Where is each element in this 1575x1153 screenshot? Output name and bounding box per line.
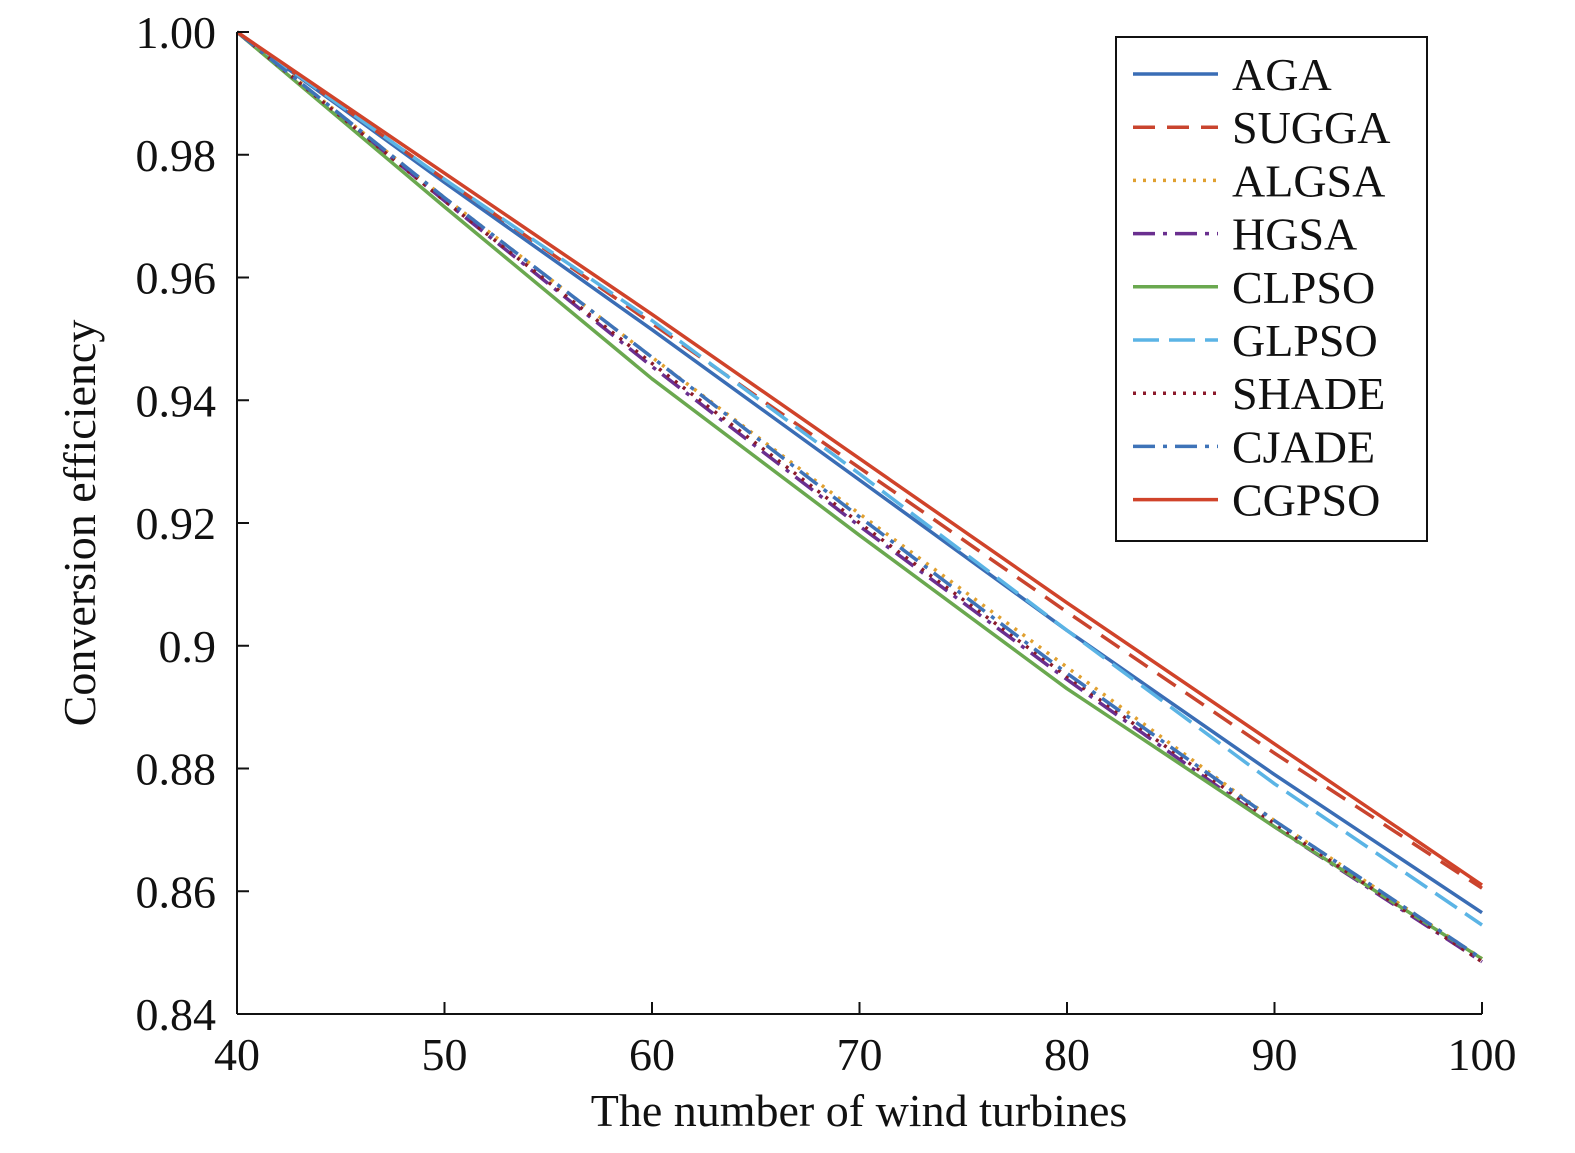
y-tick-label: 1.00 xyxy=(136,7,217,58)
x-tick-label: 40 xyxy=(214,1029,260,1080)
legend-label-algsa: ALGSA xyxy=(1232,155,1385,206)
x-tick-label: 60 xyxy=(629,1029,675,1080)
series-line-aga xyxy=(235,30,1483,915)
legend-label-aga: AGA xyxy=(1232,49,1332,100)
legend: AGASUGGAALGSAHGSACLPSOGLPSOSHADECJADECGP… xyxy=(1115,36,1428,542)
legend-label-clpso: CLPSO xyxy=(1232,262,1375,313)
legend-label-shade: SHADE xyxy=(1232,368,1385,419)
series-line-cgpso xyxy=(236,30,1483,887)
y-tick-label: 0.94 xyxy=(136,375,217,426)
legend-label-cgpso: CGPSO xyxy=(1232,475,1380,526)
x-tick-label: 100 xyxy=(1448,1029,1517,1080)
legend-label-hgsa: HGSA xyxy=(1232,209,1357,260)
x-tick-label: 90 xyxy=(1252,1029,1298,1080)
y-axis-title: Conversion efficiency xyxy=(54,320,105,727)
x-tick-label: 80 xyxy=(1044,1029,1090,1080)
legend-label-glpso: GLPSO xyxy=(1232,315,1378,366)
y-tick-label: 0.88 xyxy=(136,744,217,795)
x-tick-label: 70 xyxy=(837,1029,883,1080)
x-axis-title: The number of wind turbines xyxy=(591,1085,1128,1136)
y-tick-label: 0.84 xyxy=(136,989,217,1040)
series-line-cjade xyxy=(235,30,1483,961)
series-line-glpso xyxy=(235,30,1483,927)
y-tick-label: 0.96 xyxy=(136,253,217,304)
ticks: 40 50 60 70 80 90 100 0.84 0.86 0.88 0.9 0.92 0.94 0.… xyxy=(136,7,1517,1080)
legend-label-cjade: CJADE xyxy=(1232,421,1375,472)
y-tick-label: 0.92 xyxy=(136,498,217,549)
x-tick-label: 50 xyxy=(422,1029,468,1080)
legend-label-sugga: SUGGA xyxy=(1232,102,1390,153)
y-tick-label: 0.98 xyxy=(136,130,217,181)
legend-box xyxy=(1115,36,1428,542)
y-tick-label: 0.86 xyxy=(136,866,217,917)
series-line-shade xyxy=(235,30,1483,964)
series-line-clpso xyxy=(235,30,1483,961)
y-tick-label: 0.9 xyxy=(159,621,217,672)
series-layer xyxy=(235,30,1483,964)
